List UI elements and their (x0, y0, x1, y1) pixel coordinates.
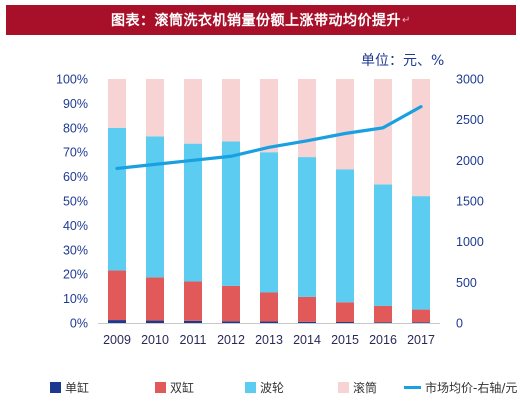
bar-drum (374, 79, 392, 185)
left-axis-tick-label: 20% (63, 268, 88, 282)
bar-drum (412, 79, 430, 197)
left-axis-tick-label: 80% (63, 121, 88, 135)
right-axis-tick-label: 0 (456, 317, 463, 331)
legend-pulsator-label: 波轮 (260, 381, 284, 395)
x-axis-tick-label: 2016 (369, 333, 397, 347)
legend-twin-tub-label: 双缸 (170, 380, 194, 395)
bar-drum (298, 79, 316, 158)
legend-single-tub-swatch (50, 382, 61, 393)
bar-pulsator (108, 127, 126, 271)
right-axis-tick-label: 500 (456, 276, 477, 290)
bar-twin-tub (412, 309, 430, 323)
bar-pulsator (222, 141, 240, 286)
bar-pulsator (412, 196, 430, 310)
x-axis-tick-label: 2013 (255, 333, 283, 347)
left-axis-tick-label: 90% (63, 97, 88, 111)
left-axis-tick-label: 60% (63, 170, 88, 184)
legend-single-tub-label: 单缸 (65, 380, 89, 395)
bar-twin-tub (146, 277, 164, 321)
x-axis-tick-label: 2010 (141, 333, 169, 347)
left-axis-tick-label: 100% (56, 73, 88, 87)
chart-title-bar: 图表：滚筒洗衣机销量份额上涨带动均价提升 ↵ (6, 5, 516, 35)
bar-single-tub (374, 322, 392, 323)
right-axis-tick-label: 2500 (456, 113, 484, 127)
price-line (115, 105, 423, 171)
bar-drum (146, 79, 164, 137)
bar-pulsator (184, 143, 202, 282)
legend-price-line-label: 市场均价-右轴/元 (425, 380, 517, 395)
x-axis-tick-label: 2015 (331, 333, 359, 347)
bar-single-tub (108, 320, 126, 323)
right-axis-tick-label: 3000 (456, 73, 484, 87)
bar-pulsator (298, 157, 316, 297)
bar-twin-tub (374, 305, 392, 323)
bar-single-tub (336, 322, 354, 323)
bar-pulsator (260, 152, 278, 293)
bar-pulsator (146, 136, 164, 278)
x-axis-tick-label: 2014 (293, 333, 321, 347)
bar-twin-tub (108, 270, 126, 321)
left-axis-tick-label: 70% (63, 146, 88, 160)
right-axis-tick-label: 1000 (456, 235, 484, 249)
x-axis-tick-label: 2017 (407, 333, 435, 347)
bar-drum (184, 79, 202, 144)
left-axis-tick-label: 10% (63, 292, 88, 306)
x-axis-tick-label: 2011 (180, 333, 207, 347)
bar-twin-tub (222, 285, 240, 322)
bar-twin-tub (260, 292, 278, 322)
bar-single-tub (412, 322, 430, 323)
bar-single-tub (184, 320, 202, 323)
legend-pulsator-swatch (245, 382, 256, 393)
return-mark-icon: ↵ (402, 14, 411, 26)
bar-twin-tub (336, 302, 354, 323)
bar-pulsator (374, 184, 392, 306)
bar-drum (108, 79, 126, 128)
legend-twin-tub-swatch (155, 382, 166, 393)
bar-drum (222, 79, 240, 142)
legend-drum-label: 滚筒 (353, 380, 377, 395)
bar-drum (336, 79, 354, 170)
right-axis-tick-label: 1500 (456, 195, 484, 209)
bar-single-tub (260, 321, 278, 323)
bar-pulsator (336, 169, 354, 303)
x-axis-tick-label: 2012 (217, 333, 245, 347)
bar-single-tub (222, 321, 240, 323)
bar-twin-tub (184, 281, 202, 321)
left-axis-tick-label: 30% (63, 243, 88, 257)
left-axis-tick-label: 50% (63, 195, 88, 209)
bar-single-tub (298, 321, 316, 323)
x-axis-tick-label: 2009 (103, 333, 131, 347)
chart-title: 图表：滚筒洗衣机销量份额上涨带动均价提升 (111, 13, 402, 29)
left-axis-tick-label: 0% (70, 317, 88, 331)
unit-label: 单位：元、% (361, 53, 445, 69)
left-axis-tick-label: 40% (63, 219, 88, 233)
legend-drum-swatch (338, 382, 349, 393)
bar-twin-tub (298, 296, 316, 322)
bar-drum (260, 79, 278, 153)
right-axis-tick-label: 2000 (456, 154, 484, 168)
bar-single-tub (146, 320, 164, 323)
